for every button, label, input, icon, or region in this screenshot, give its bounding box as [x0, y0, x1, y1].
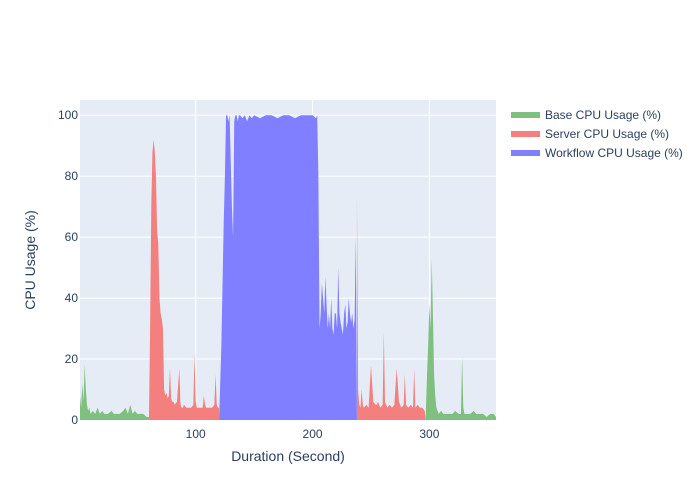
legend-label: Workflow CPU Usage (%) [545, 146, 683, 160]
y-axis-ticks: 0 20 40 60 80 100 [58, 108, 78, 427]
y-tick-label: 40 [65, 291, 79, 305]
y-tick-label: 0 [71, 413, 78, 427]
x-tick-label: 200 [303, 427, 323, 441]
legend-swatch [511, 131, 540, 137]
y-tick-label: 60 [65, 230, 79, 244]
legend-swatch [511, 112, 540, 118]
area-series-1-segment-2 [425, 258, 496, 420]
legend-label: Base CPU Usage (%) [545, 108, 661, 122]
y-tick-label: 80 [65, 169, 79, 183]
area-series-1-segment-1 [80, 365, 149, 420]
series-areas [80, 115, 496, 421]
legend-swatch [511, 150, 540, 156]
y-tick-label: 100 [58, 108, 78, 122]
x-tick-label: 100 [186, 427, 206, 441]
legend: Base CPU Usage (%) Server CPU Usage (%) Wo… [511, 108, 683, 160]
area-series-3-segment-1 [219, 115, 357, 421]
y-axis-title: CPU Usage (%) [22, 210, 38, 310]
x-tick-label: 300 [419, 427, 439, 441]
legend-label: Server CPU Usage (%) [545, 127, 669, 141]
x-axis-ticks: 100 200 300 [186, 427, 440, 441]
y-tick-label: 20 [65, 352, 79, 366]
area-series-2-segment-1 [148, 139, 220, 420]
x-axis-title: Duration (Second) [231, 448, 345, 464]
